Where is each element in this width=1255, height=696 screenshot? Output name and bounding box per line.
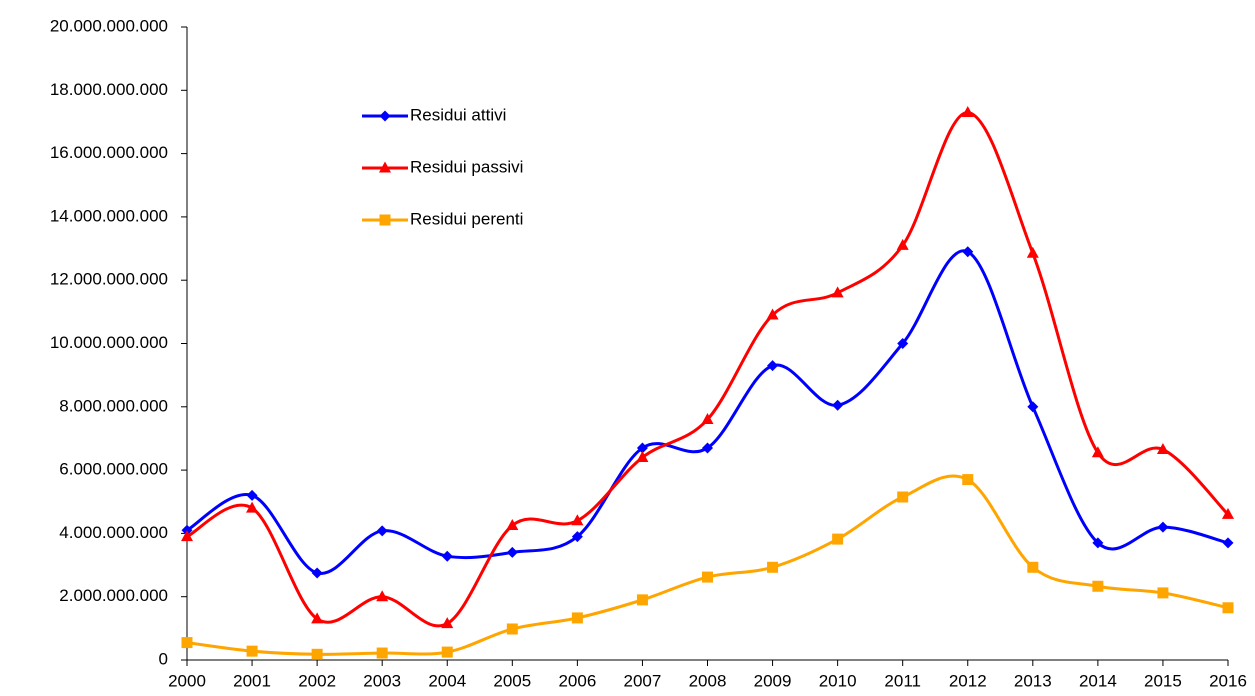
x-tick-label: 2010 — [819, 671, 857, 690]
marker — [246, 501, 259, 513]
x-tick-label: 2009 — [754, 671, 792, 690]
y-tick-label: 8.000.000.000 — [59, 396, 168, 415]
x-tick-label: 2007 — [624, 671, 662, 690]
marker — [441, 646, 453, 658]
legend-label: Residui perenti — [410, 209, 523, 228]
y-tick-label: 10.000.000.000 — [50, 333, 168, 352]
marker — [1027, 561, 1039, 573]
legend-label: Residui attivi — [410, 105, 506, 124]
x-tick-label: 2003 — [363, 671, 401, 690]
x-tick-label: 2002 — [298, 671, 336, 690]
y-tick-label: 4.000.000.000 — [59, 523, 168, 542]
x-tick-label: 2004 — [428, 671, 466, 690]
marker — [896, 238, 909, 250]
series-line — [186, 249, 1229, 575]
marker — [311, 612, 324, 624]
marker — [897, 338, 909, 349]
marker — [1222, 507, 1234, 519]
marker — [961, 105, 974, 117]
x-tick-label: 2013 — [1014, 671, 1052, 690]
marker — [962, 246, 974, 258]
x-tick-label: 2006 — [558, 671, 596, 690]
marker — [831, 286, 844, 298]
y-tick-label: 6.000.000.000 — [59, 460, 168, 479]
marker — [1156, 443, 1169, 455]
marker — [181, 530, 193, 542]
marker — [181, 637, 193, 649]
marker — [702, 442, 713, 454]
legend-marker — [379, 214, 391, 226]
marker — [441, 617, 454, 629]
y-tick-label: 16.000.000.000 — [50, 143, 168, 162]
marker — [1157, 521, 1169, 533]
legend-label: Residui passivi — [410, 157, 523, 176]
marker — [376, 647, 388, 659]
x-tick-label: 2005 — [493, 671, 531, 690]
series-line — [186, 110, 1230, 628]
x-tick-label: 2000 — [168, 671, 206, 690]
x-tick-label: 2014 — [1079, 671, 1117, 690]
marker — [701, 412, 714, 424]
y-tick-label: 20.000.000.000 — [50, 16, 168, 35]
marker — [1222, 602, 1234, 614]
x-tick-label: 2015 — [1144, 671, 1182, 690]
marker — [376, 590, 389, 602]
legend-marker — [379, 110, 391, 122]
marker — [1091, 446, 1104, 458]
marker — [1092, 580, 1104, 592]
marker — [506, 546, 518, 558]
x-tick-label: 2001 — [233, 671, 271, 690]
marker — [1157, 587, 1169, 599]
marker — [897, 491, 909, 503]
legend-marker — [379, 161, 391, 173]
marker — [636, 442, 648, 454]
marker — [767, 360, 779, 372]
marker — [571, 612, 583, 624]
marker — [506, 518, 519, 530]
marker — [246, 645, 258, 657]
marker — [1027, 401, 1039, 413]
marker — [1092, 537, 1104, 549]
marker — [311, 567, 323, 579]
marker — [636, 450, 649, 462]
marker — [571, 531, 583, 543]
y-tick-label: 18.000.000.000 — [50, 80, 168, 99]
marker — [506, 623, 518, 635]
x-tick-label: 2012 — [949, 671, 987, 690]
marker — [962, 474, 974, 486]
marker — [311, 648, 323, 660]
marker — [767, 561, 779, 573]
marker — [636, 594, 648, 606]
marker — [766, 308, 779, 320]
marker — [1222, 537, 1234, 549]
y-tick-label: 14.000.000.000 — [50, 206, 168, 225]
marker — [702, 571, 713, 583]
marker — [1026, 246, 1039, 258]
y-tick-label: 12.000.000.000 — [50, 270, 168, 289]
marker — [376, 525, 388, 537]
y-tick-label: 0 — [159, 649, 168, 668]
marker — [571, 514, 584, 526]
x-tick-label: 2008 — [689, 671, 727, 690]
marker — [246, 489, 258, 501]
marker — [441, 550, 453, 562]
y-tick-label: 2.000.000.000 — [59, 586, 168, 605]
marker — [832, 399, 844, 411]
x-tick-label: 2016 — [1209, 671, 1247, 690]
x-tick-label: 2011 — [884, 671, 921, 690]
marker — [832, 533, 844, 545]
